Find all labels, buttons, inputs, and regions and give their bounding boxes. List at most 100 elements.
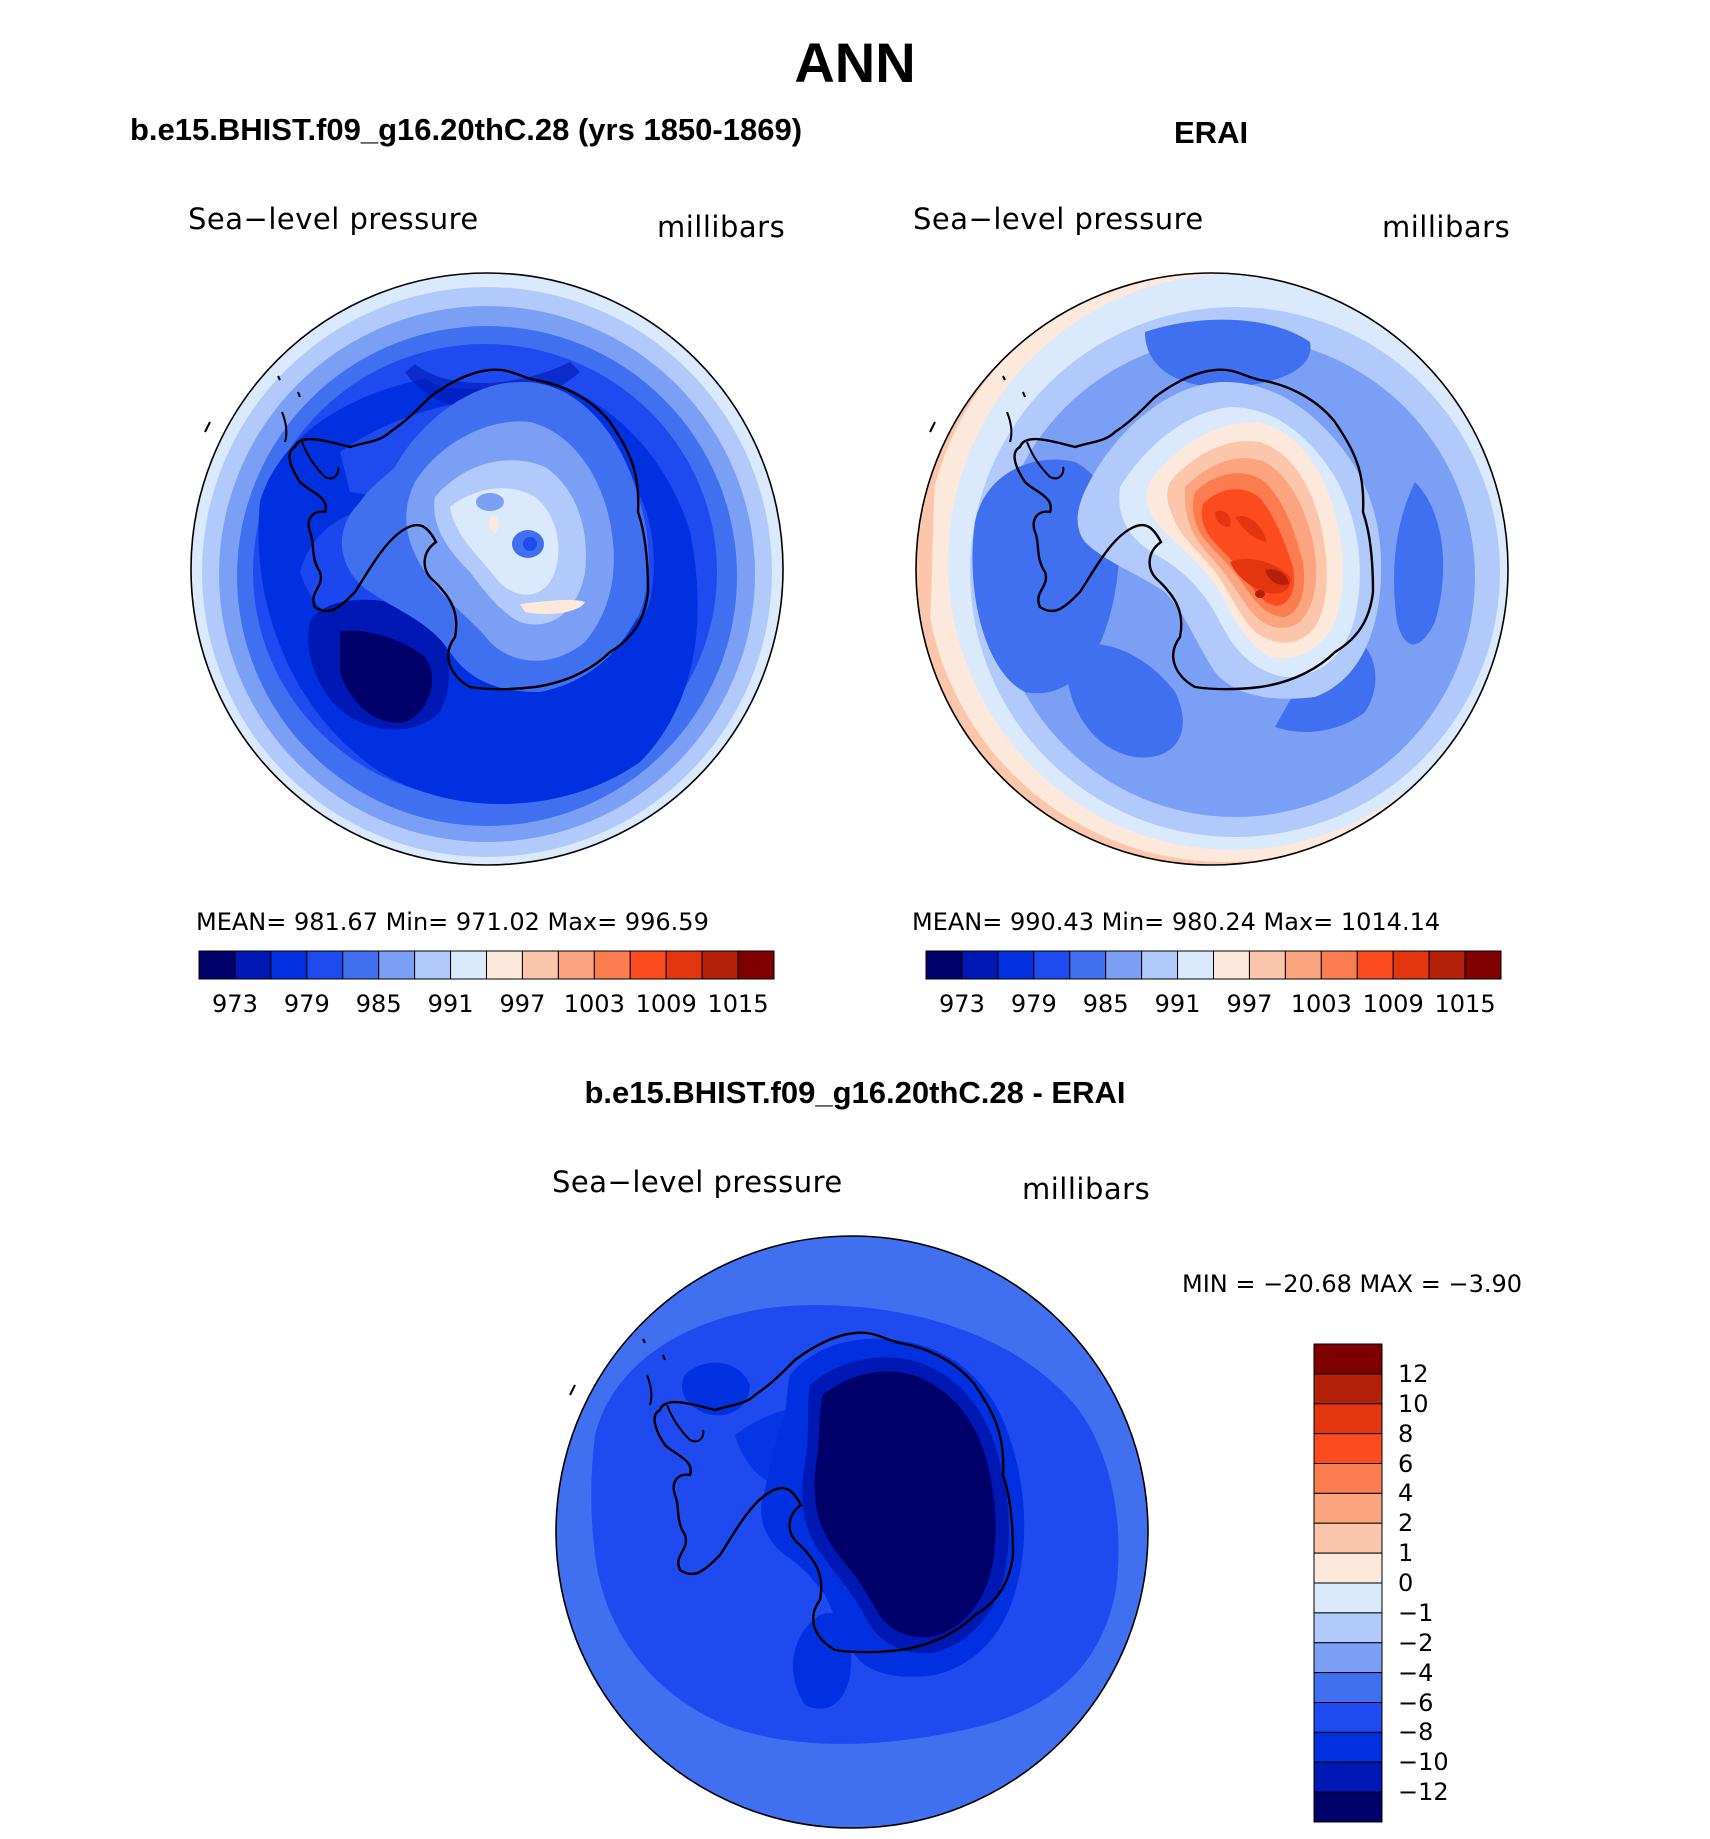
colorbar-swatch (1141, 950, 1179, 980)
colorbar-swatch (925, 950, 963, 980)
model-stats: MEAN= 981.67 Min= 971.02 Max= 996.59 (196, 908, 709, 936)
colorbar-swatch (557, 950, 595, 980)
colorbar-tick-label: 991 (1154, 990, 1201, 1018)
colorbar-tick-label: 10 (1398, 1389, 1429, 1418)
colorbar-swatch (1313, 1612, 1383, 1644)
colorbar-tick-label: −6 (1398, 1688, 1434, 1717)
colorbar-swatch (1313, 1642, 1383, 1674)
colorbar-swatch (593, 950, 631, 980)
colorbar-tick-label: 985 (1082, 990, 1129, 1018)
colorbar-tick-label: 985 (355, 990, 402, 1018)
colorbar-tick-label: 1015 (1434, 990, 1496, 1018)
colorbar-tick-label: 8 (1398, 1419, 1414, 1448)
colorbar-swatch (234, 950, 272, 980)
model-variable-label: Sea−level pressure (188, 202, 479, 236)
colorbar-swatch (306, 950, 344, 980)
obs-stats: MEAN= 990.43 Min= 980.24 Max= 1014.14 (912, 908, 1441, 936)
colorbar-swatch (1313, 1761, 1383, 1793)
colorbar-swatch (1428, 950, 1466, 980)
colorbar-tick-label: 973 (212, 990, 258, 1018)
diff-colorbar (1313, 1343, 1383, 1823)
diff-panel-title: b.e15.BHIST.f09_g16.20thC.28 - ERAI (584, 1075, 1126, 1110)
colorbar-swatch (1284, 950, 1322, 980)
colorbar-swatch (1392, 950, 1430, 980)
colorbar-swatch (1033, 950, 1071, 980)
obs-colorbar-ticks: 973 979 985 991 997 1003 1009 1015 (925, 990, 1502, 1020)
model-units-label: millibars (657, 210, 786, 244)
diff-colorbar-ticks: 12 10 8 6 4 2 1 0 −1 −2 −4 −6 −8 −10 −12 (1398, 1343, 1518, 1823)
colorbar-tick-label: 973 (939, 990, 985, 1018)
colorbar-tick-label: −12 (1398, 1778, 1449, 1807)
model-polar-map (190, 272, 784, 866)
colorbar-swatch (961, 950, 999, 980)
colorbar-swatch (1105, 950, 1143, 980)
colorbar-tick-label: −4 (1398, 1658, 1434, 1687)
colorbar-swatch (1313, 1552, 1383, 1584)
colorbar-tick-label: 991 (427, 990, 474, 1018)
colorbar-swatch (1313, 1492, 1383, 1524)
main-title: ANN (794, 31, 916, 94)
colorbar-swatch (1356, 950, 1394, 980)
colorbar-swatch (1320, 950, 1358, 980)
colorbar-swatch (737, 950, 775, 980)
colorbar-swatch (1313, 1403, 1383, 1435)
colorbar-swatch (342, 950, 380, 980)
model-colorbar-ticks: 973 979 985 991 997 1003 1009 1015 (198, 990, 775, 1020)
colorbar-tick-label: 1015 (707, 990, 769, 1018)
colorbar-swatch (1313, 1433, 1383, 1464)
colorbar-swatch (486, 950, 523, 980)
colorbar-swatch (1069, 950, 1107, 980)
diff-polar-map (555, 1235, 1149, 1829)
colorbar-swatch (521, 950, 559, 980)
colorbar-swatch (270, 950, 308, 980)
colorbar-swatch (450, 950, 487, 980)
colorbar-tick-label: 997 (1226, 990, 1273, 1018)
colorbar-swatch (1313, 1791, 1383, 1823)
colorbar-swatch (378, 950, 416, 980)
colorbar-tick-label: 0 (1398, 1569, 1414, 1597)
colorbar-swatch (701, 950, 739, 980)
colorbar-tick-label: −10 (1398, 1748, 1449, 1777)
colorbar-tick-label: 1 (1398, 1539, 1414, 1568)
colorbar-tick-label: 4 (1398, 1479, 1414, 1508)
obs-polar-map (915, 272, 1509, 866)
colorbar-tick-label: 997 (499, 990, 546, 1018)
colorbar-swatch (997, 950, 1035, 980)
obs-variable-label: Sea−level pressure (913, 202, 1204, 236)
colorbar-swatch (1313, 1702, 1383, 1733)
colorbar-swatch (1213, 950, 1250, 980)
colorbar-tick-label: −8 (1398, 1718, 1434, 1747)
colorbar-tick-label: −1 (1398, 1598, 1434, 1627)
obs-panel-title: ERAI (1174, 115, 1249, 150)
colorbar-swatch (198, 950, 236, 980)
colorbar-tick-label: 1003 (1290, 990, 1352, 1018)
colorbar-swatch (1313, 1373, 1383, 1405)
colorbar-tick-label: 979 (283, 990, 330, 1018)
colorbar-tick-label: 12 (1398, 1359, 1429, 1388)
model-panel-title: b.e15.BHIST.f09_g16.20thC.28 (yrs 1850-1… (130, 112, 803, 147)
colorbar-swatch (665, 950, 703, 980)
model-colorbar (198, 950, 775, 980)
colorbar-swatch (629, 950, 667, 980)
colorbar-swatch (1313, 1731, 1383, 1763)
colorbar-swatch (1313, 1522, 1383, 1554)
obs-units-label: millibars (1382, 210, 1511, 244)
obs-colorbar (925, 950, 1502, 980)
colorbar-tick-label: 1009 (635, 990, 697, 1018)
colorbar-swatch (1313, 1672, 1383, 1703)
diff-stats: MIN = −20.68 MAX = −3.90 (1182, 1270, 1523, 1298)
colorbar-swatch (1177, 950, 1214, 980)
colorbar-tick-label: 1003 (563, 990, 625, 1018)
colorbar-swatch (1248, 950, 1286, 980)
diff-variable-label: Sea−level pressure (552, 1165, 843, 1199)
diff-units-label: millibars (1022, 1172, 1151, 1206)
colorbar-swatch (1464, 950, 1502, 980)
colorbar-tick-label: 979 (1010, 990, 1057, 1018)
colorbar-tick-label: 6 (1398, 1449, 1414, 1478)
colorbar-tick-label: −2 (1398, 1628, 1434, 1657)
colorbar-swatch (1313, 1582, 1383, 1614)
colorbar-tick-label: 1009 (1362, 990, 1424, 1018)
colorbar-swatch (1313, 1463, 1383, 1494)
colorbar-tick-label: 2 (1398, 1509, 1414, 1538)
colorbar-swatch (414, 950, 452, 980)
